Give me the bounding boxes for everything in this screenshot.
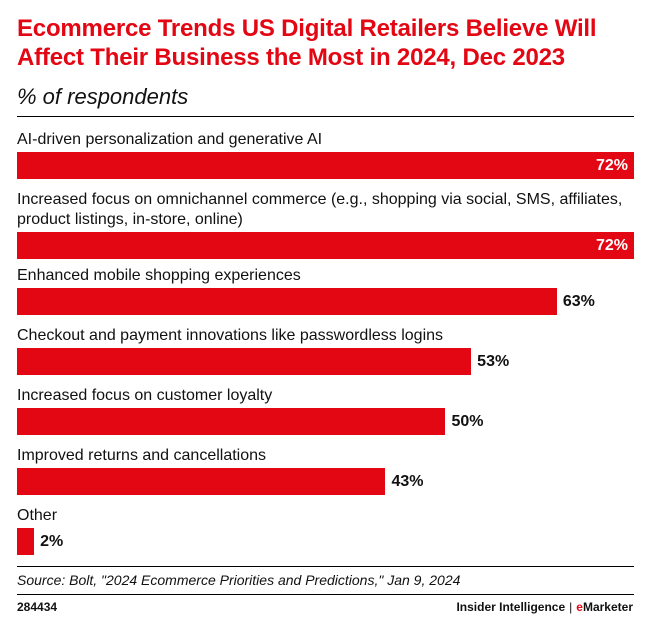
chart-title: Ecommerce Trends US Digital Retailers Be… <box>17 15 597 71</box>
bar <box>17 232 634 259</box>
top-rule <box>17 116 634 117</box>
value-label: 50% <box>451 413 484 430</box>
value-label: 72% <box>595 157 628 174</box>
value-label: 72% <box>595 237 628 254</box>
brand-name: Insider Intelligence <box>456 600 566 614</box>
category-label: Improved returns and cancellations <box>17 447 267 464</box>
brand-marketer: Marketer <box>582 600 633 614</box>
chart-subtitle: % of respondents <box>17 84 189 109</box>
category-label: Other <box>17 507 58 524</box>
bar <box>17 408 446 435</box>
brand-logo: Insider Intelligence | eMarketer <box>456 600 633 614</box>
bar <box>17 348 472 375</box>
chart-id: 284434 <box>17 600 58 614</box>
category-label: Increased focus on omnichannel commerce … <box>17 191 623 228</box>
category-label: AI-driven personalization and generative… <box>17 131 323 148</box>
value-label: 43% <box>391 473 424 490</box>
value-label: 53% <box>477 353 510 370</box>
source-note: Source: Bolt, "2024 Ecommerce Priorities… <box>17 572 461 588</box>
bar <box>17 528 35 555</box>
category-label: Increased focus on customer loyalty <box>17 387 273 404</box>
value-label: 2% <box>40 533 64 550</box>
bottom-rule <box>17 566 634 567</box>
brand-separator: | <box>569 600 573 614</box>
bar <box>17 468 386 495</box>
category-label: Checkout and payment innovations like pa… <box>17 327 444 344</box>
category-label: Enhanced mobile shopping experiences <box>17 267 301 284</box>
bar <box>17 152 634 179</box>
footer-rule <box>17 594 634 595</box>
value-label: 63% <box>562 293 595 310</box>
bar <box>17 288 557 315</box>
brand-e: e <box>576 600 583 614</box>
